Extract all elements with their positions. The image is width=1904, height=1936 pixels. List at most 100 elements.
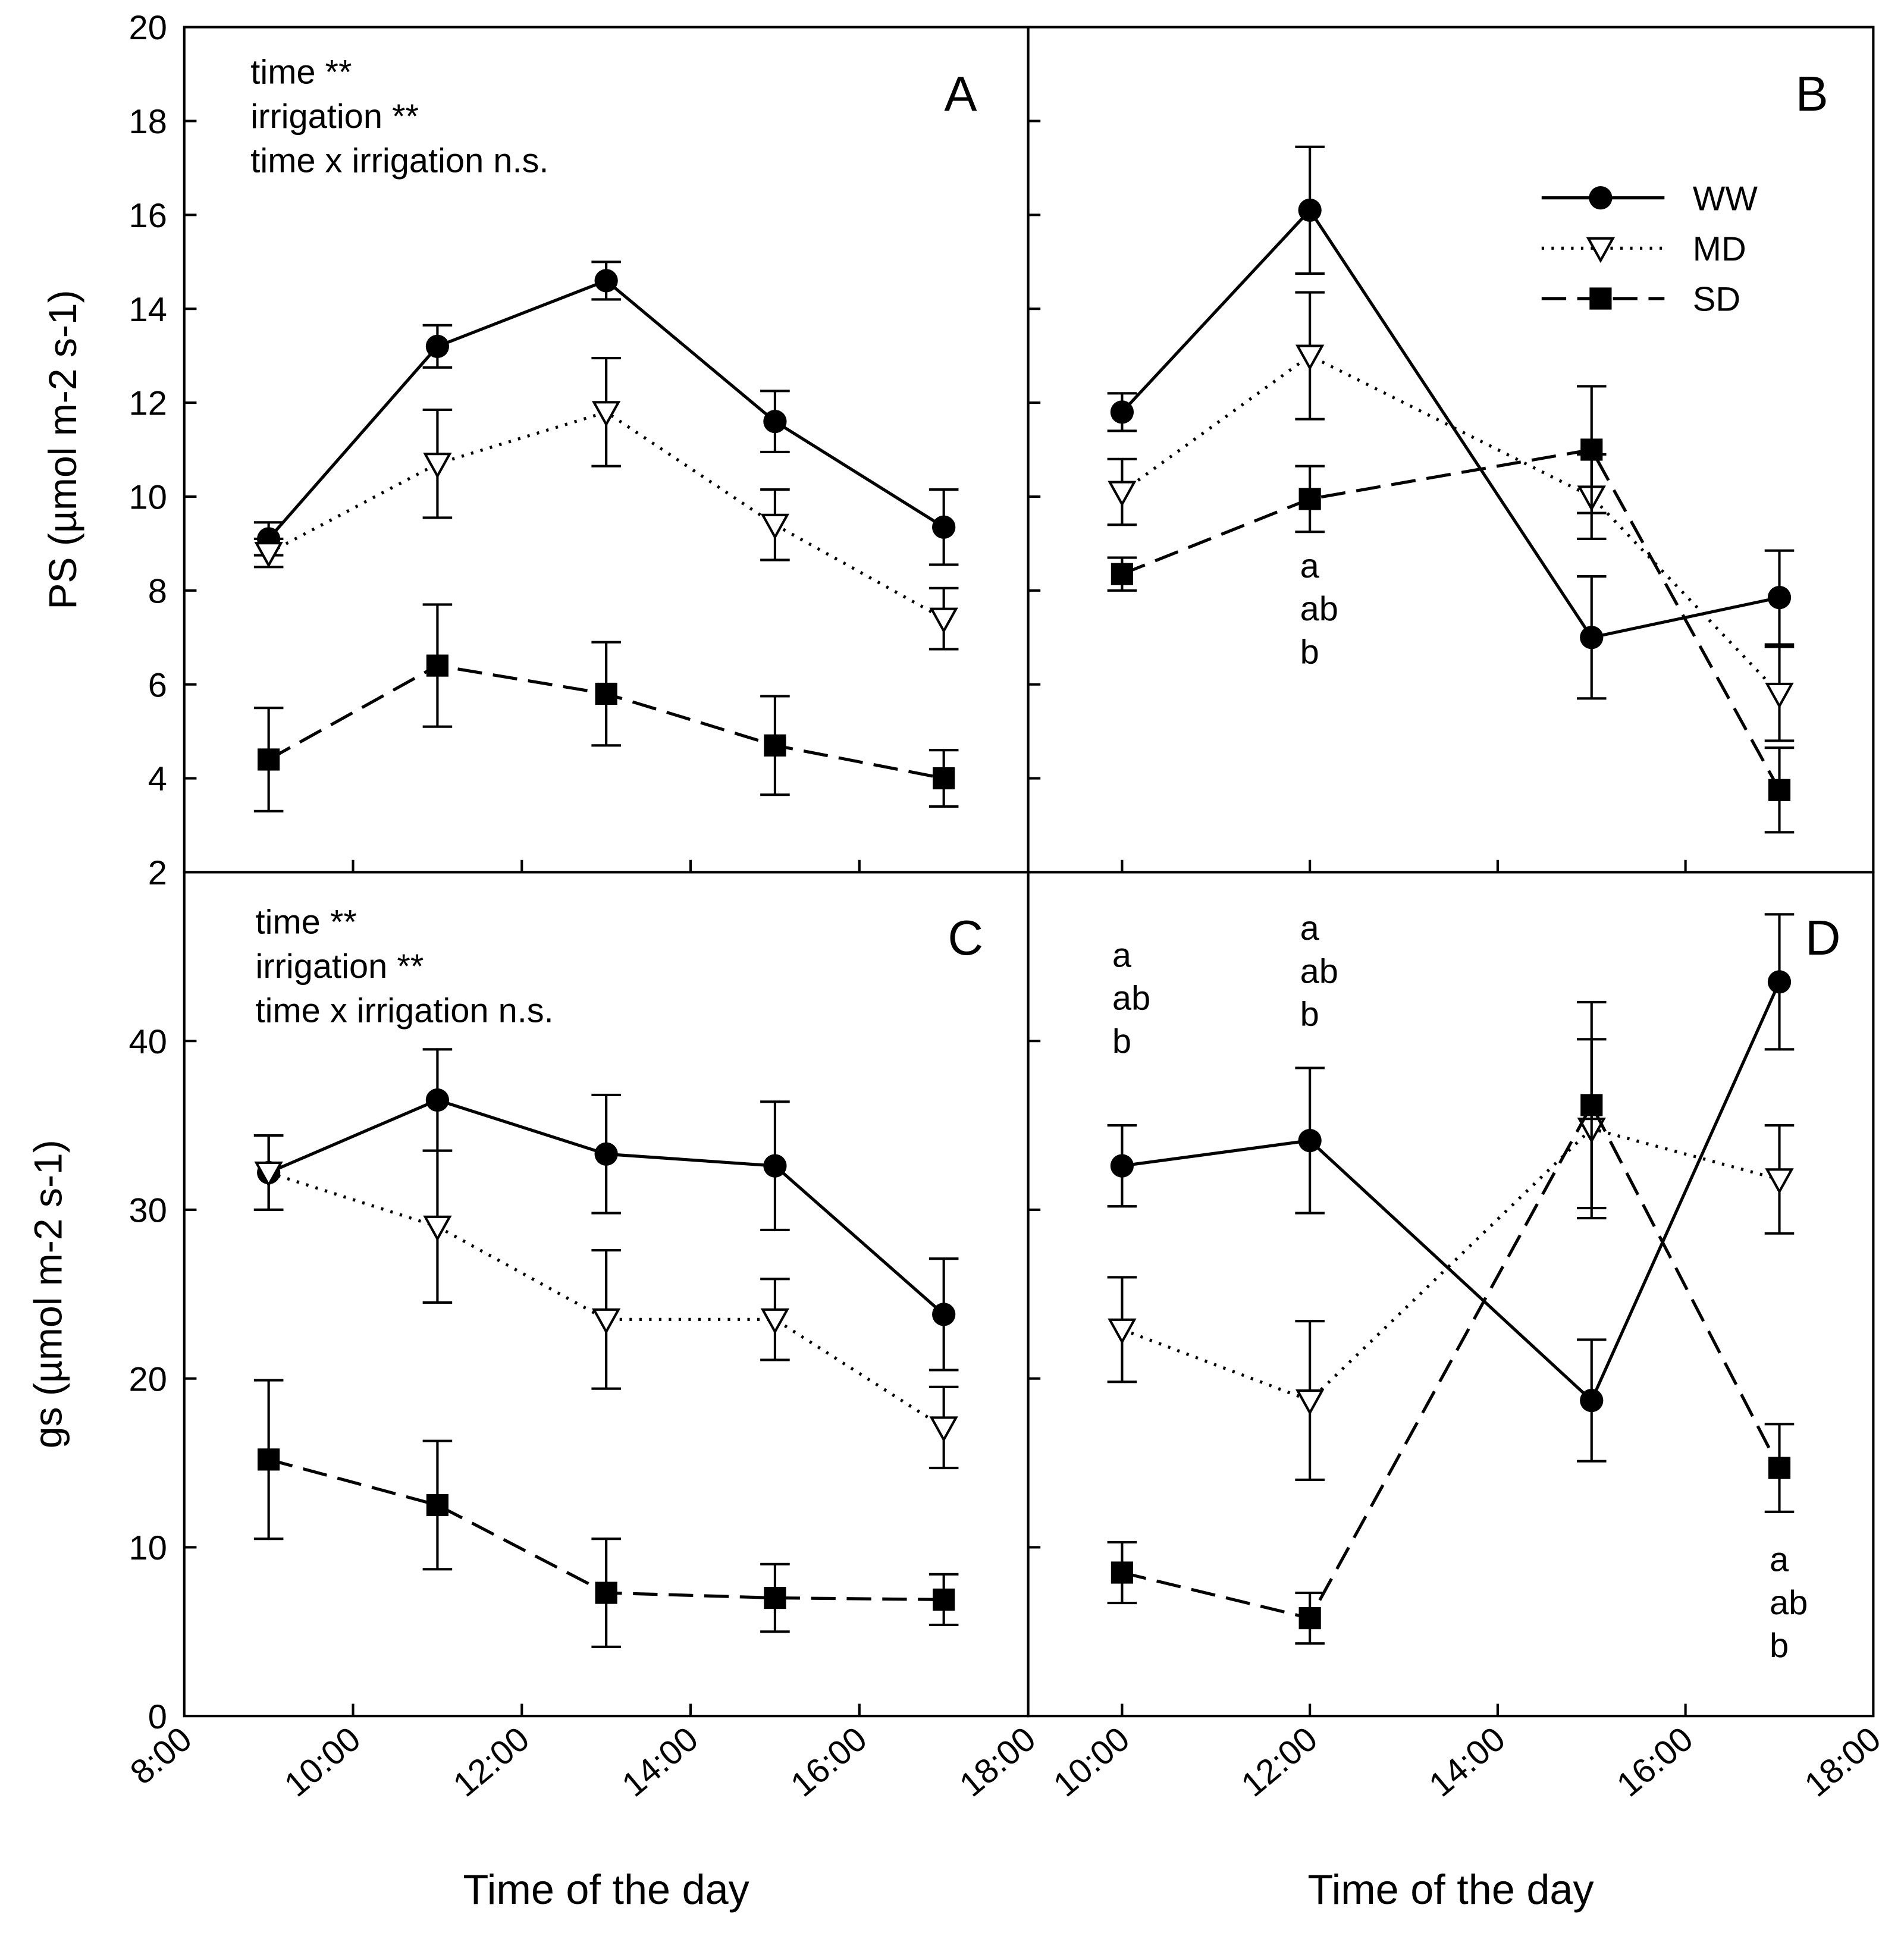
y-axis-label: PS (µmol m-2 s-1) xyxy=(41,290,85,609)
significance-letter: b xyxy=(1300,633,1319,671)
marker-square xyxy=(258,748,280,771)
significance-letter: a xyxy=(1300,909,1320,947)
stat-text: time x irrigation n.s. xyxy=(256,991,554,1030)
y-tick-label: 10 xyxy=(129,479,167,517)
marker-triangle xyxy=(760,1308,790,1335)
series-line-WW xyxy=(1122,981,1781,1403)
legend-label: SD xyxy=(1693,281,1740,319)
x-tick-label: 14:00 xyxy=(615,1720,705,1805)
stat-text: irrigation ** xyxy=(256,947,424,986)
significance-letter: ab xyxy=(1300,590,1338,628)
significance-letter: ab xyxy=(1770,1584,1808,1622)
significance-letter: a xyxy=(1112,936,1132,974)
marker-triangle xyxy=(1765,682,1794,709)
y-axis-label: gs (µmol m-2 s-1) xyxy=(26,1140,70,1448)
x-tick-label: 16:00 xyxy=(784,1720,874,1805)
marker-square xyxy=(764,734,786,757)
panel-B xyxy=(1027,26,1875,874)
x-tick-label: 10:00 xyxy=(1046,1720,1137,1805)
panel-letter: B xyxy=(1796,66,1828,121)
marker-circle xyxy=(763,1154,787,1178)
stat-text: irrigation ** xyxy=(250,98,419,136)
marker-triangle xyxy=(1108,481,1137,507)
x-tick-label: 10:00 xyxy=(277,1720,368,1805)
series-line-MD xyxy=(1121,1127,1780,1402)
marker-triangle xyxy=(591,1308,621,1335)
y-tick-label: 4 xyxy=(148,760,167,798)
stat-text: time x irrigation n.s. xyxy=(250,142,548,180)
marker-circle xyxy=(594,269,618,293)
marker-circle xyxy=(1298,1128,1322,1153)
marker-triangle xyxy=(591,401,621,427)
y-tick-label: 10 xyxy=(129,1529,167,1567)
stat-text: time ** xyxy=(256,903,357,942)
marker-triangle xyxy=(254,1161,283,1188)
marker-triangle xyxy=(1295,1389,1325,1416)
marker-square xyxy=(1768,779,1791,801)
panel-frame xyxy=(1027,26,1875,874)
marker-triangle xyxy=(254,542,283,568)
x-tick-label: 12:00 xyxy=(446,1720,537,1805)
significance-letter: a xyxy=(1770,1540,1789,1579)
legend-label: MD xyxy=(1693,230,1746,268)
y-tick-label: 0 xyxy=(148,1698,167,1736)
significance-letter: a xyxy=(1300,547,1320,585)
marker-square xyxy=(258,1448,280,1471)
marker-square xyxy=(1298,1607,1321,1630)
y-tick-label: 20 xyxy=(129,1360,167,1398)
significance-letter: b xyxy=(1112,1022,1131,1060)
marker-triangle xyxy=(423,453,452,479)
marker-square xyxy=(426,1493,448,1517)
marker-circle xyxy=(763,410,787,434)
marker-circle xyxy=(1580,1388,1604,1413)
marker-circle xyxy=(1589,186,1613,210)
y-tick-label: 40 xyxy=(129,1023,167,1061)
marker-square xyxy=(1111,1561,1133,1584)
x-tick-label: 18:00 xyxy=(1798,1720,1888,1805)
marker-circle xyxy=(1110,1154,1134,1178)
significance-letter: b xyxy=(1300,996,1319,1034)
y-tick-label: 12 xyxy=(129,385,167,423)
marker-square xyxy=(426,654,448,677)
significance-letter: ab xyxy=(1112,980,1150,1018)
marker-circle xyxy=(425,1088,450,1112)
panel-letter: C xyxy=(948,910,983,965)
marker-square xyxy=(764,1586,786,1609)
marker-circle xyxy=(594,1142,618,1166)
marker-triangle xyxy=(1295,344,1325,371)
x-axis-label: Time of the day xyxy=(1307,1866,1594,1913)
x-axis-label: Time of the day xyxy=(463,1866,749,1913)
panel-D xyxy=(1027,871,1875,1718)
legend xyxy=(1541,186,1665,310)
panel-letter: A xyxy=(944,66,977,121)
x-tick-label: 14:00 xyxy=(1422,1720,1513,1805)
marker-square xyxy=(1580,1094,1603,1116)
x-tick-label: 16:00 xyxy=(1610,1720,1701,1805)
marker-square xyxy=(1580,438,1603,461)
panel-C xyxy=(183,871,1030,1718)
marker-square xyxy=(1589,287,1612,310)
marker-circle xyxy=(932,1303,956,1326)
marker-square xyxy=(1768,1457,1791,1479)
marker-circle xyxy=(932,515,956,539)
series-line-SD xyxy=(1121,448,1781,791)
y-tick-label: 16 xyxy=(129,197,167,235)
marker-circle xyxy=(1580,626,1604,649)
series-line-SD xyxy=(1121,1102,1781,1620)
y-tick-label: 14 xyxy=(129,291,167,329)
x-tick-label: 12:00 xyxy=(1234,1720,1325,1805)
series-line-MD xyxy=(1121,354,1781,695)
marker-square xyxy=(1111,563,1133,585)
significance-letter: b xyxy=(1770,1627,1789,1665)
marker-square xyxy=(595,1582,617,1604)
marker-triangle xyxy=(1108,1318,1137,1345)
y-tick-label: 18 xyxy=(129,103,167,141)
x-tick-label: 8:00 xyxy=(123,1720,199,1792)
significance-letter: ab xyxy=(1300,952,1338,990)
marker-circle xyxy=(1110,400,1134,424)
marker-circle xyxy=(1767,586,1792,610)
marker-triangle xyxy=(929,1416,958,1442)
series-line-MD xyxy=(268,1171,945,1429)
marker-square xyxy=(933,767,955,790)
marker-square xyxy=(1298,488,1321,510)
